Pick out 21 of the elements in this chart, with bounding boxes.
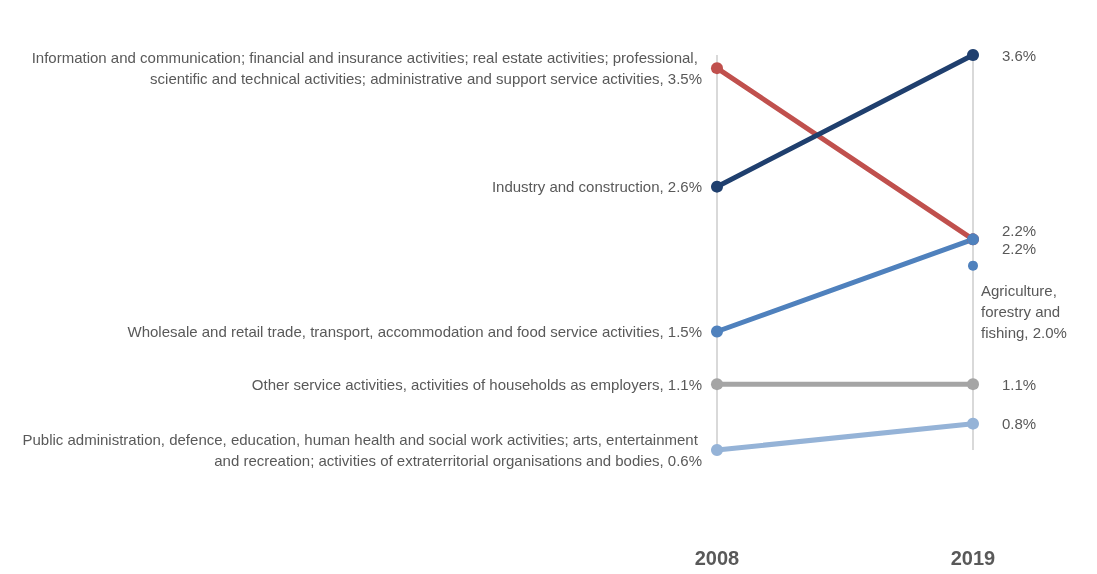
point	[711, 62, 723, 75]
data-label: 1.1%	[1002, 375, 1037, 393]
data-label: 2.2%	[1002, 221, 1037, 239]
text: Wholesale and retail trade, transport, accommodation and food service activities, 1.5%	[127, 323, 702, 340]
data-label: 3.6%	[1002, 46, 1037, 64]
x-tick-label: 2008	[694, 547, 740, 569]
x-tick-label: 2019	[950, 547, 996, 569]
point	[711, 444, 723, 456]
data-label: 2.2%	[1002, 239, 1037, 257]
point	[711, 378, 723, 391]
point	[711, 180, 723, 193]
point	[967, 378, 979, 391]
text: Public administration, defence, education, human health and social work activities; arts, entertainment and recreation; activities of extraterritorial organisations and bodies, 0.6%	[22, 431, 702, 469]
point	[967, 49, 979, 61]
point	[967, 417, 979, 430]
point	[711, 325, 723, 338]
text: Agriculture, forestry and fishing, 2.0%	[981, 281, 1067, 341]
data-label: 0.8%	[1002, 415, 1037, 433]
text: Other service activities, activities of households as employers, 1.1%	[251, 375, 702, 393]
text: Industry and construction, 2.6%	[491, 178, 702, 196]
text: Information and communication; financial and insurance activities; real estate activities; professional, scientific and technical activities; administrative and support service activities, 3.5%	[31, 49, 702, 88]
